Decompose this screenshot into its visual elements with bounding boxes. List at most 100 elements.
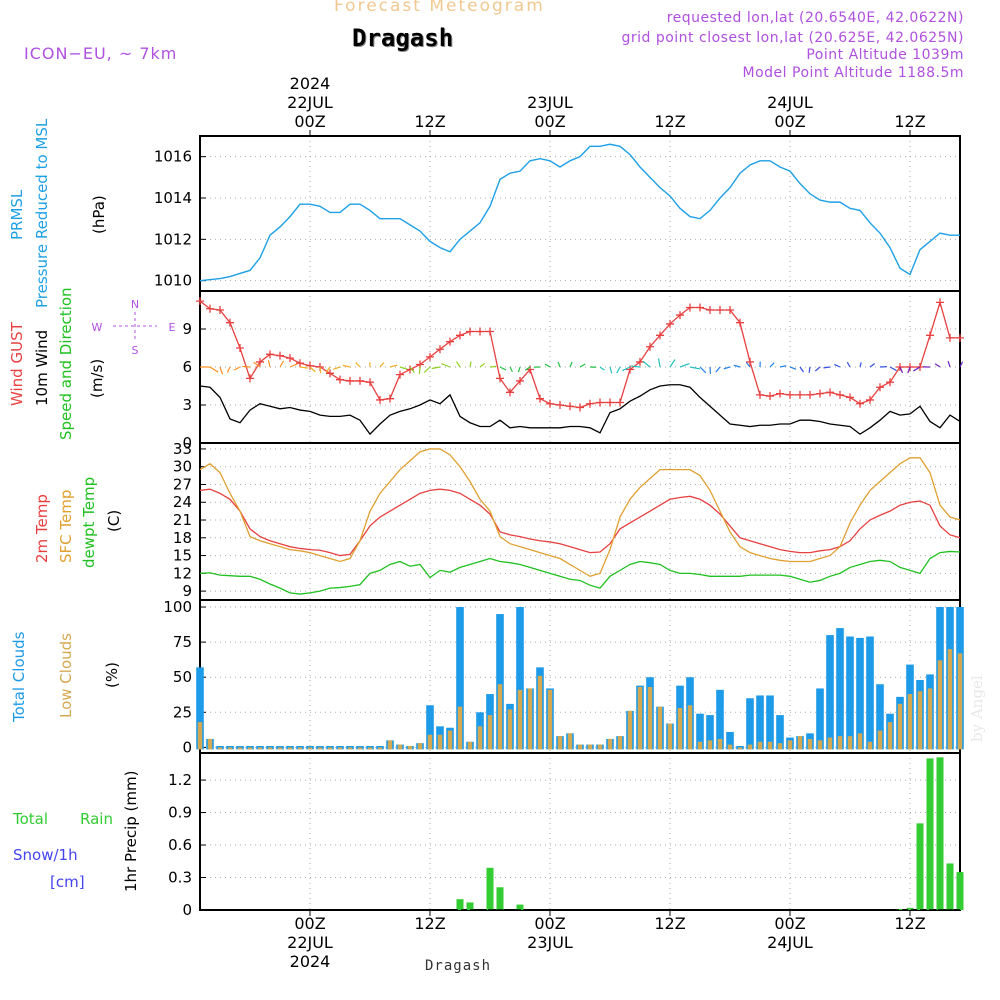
time-label-top: 23JUL: [527, 93, 573, 112]
precip-bar: [946, 863, 954, 910]
wind-direction-arrow: [715, 366, 721, 373]
rain-label: Rain: [80, 810, 113, 828]
wind-direction-arrow: [823, 366, 831, 369]
gust-marker: [546, 399, 554, 408]
gust-marker: [536, 394, 544, 403]
wind-direction-arrow: [814, 366, 821, 372]
total-cloud-bar: [826, 635, 834, 750]
wind-direction-arrow: [569, 361, 573, 368]
gust-marker: [476, 327, 484, 336]
low-cloud-bar: [507, 709, 513, 750]
precip-bar: [956, 872, 964, 910]
gust-marker: [586, 399, 594, 408]
time-label-bottom: 12Z: [894, 914, 925, 933]
gust-marker: [756, 390, 764, 399]
low-cloud-bar: [387, 740, 393, 750]
wind-direction-arrow: [799, 366, 804, 373]
gust-marker: [726, 306, 734, 314]
gust-marker: [646, 342, 654, 351]
y-tick-label: 15: [173, 547, 192, 565]
low-cloud-bar: [867, 741, 873, 750]
wind-direction-arrow: [808, 366, 811, 373]
time-label-bottom: 12Z: [654, 914, 685, 933]
wind-direction-arrow: [834, 363, 841, 368]
gust-marker: [596, 398, 604, 407]
compass-west: W: [92, 321, 103, 334]
snow-label: Snow/1h: [13, 846, 78, 864]
wind-direction-arrow: [333, 366, 341, 370]
low-cloud-bar: [267, 747, 273, 750]
wind-direction-arrow: [889, 366, 897, 372]
wind-direction-arrow: [226, 366, 231, 373]
total-cloud-bar: [846, 636, 854, 750]
gust-marker: [296, 359, 304, 368]
gust-marker: [336, 375, 344, 384]
gust-marker: [686, 303, 694, 312]
gust-marker: [656, 331, 664, 340]
gust-marker: [946, 333, 954, 342]
model-label: ICON−EU, ~ 7km: [24, 44, 178, 63]
low-cloud-bar: [887, 722, 893, 750]
gust-marker: [666, 319, 674, 328]
gust-marker: [256, 357, 264, 366]
wind-label: 10m Wind: [33, 329, 51, 406]
low-cloud-bar: [197, 722, 203, 750]
gust-marker: [716, 306, 724, 314]
wind-unit-label: (m/s): [88, 358, 106, 398]
low-cloud-bar: [777, 743, 783, 750]
precip-bar: [496, 887, 504, 910]
wind-direction-arrow: [869, 363, 876, 368]
clouds-unit-label: (%): [103, 662, 121, 688]
y-tick-label: 1014: [154, 189, 192, 207]
wind-direction-arrow: [907, 366, 911, 374]
wind-direction-arrow: [342, 364, 351, 368]
y-tick-label: 75: [173, 633, 192, 651]
y-tick-label: 0: [182, 901, 192, 919]
low-cloud-bar: [617, 736, 623, 750]
precip-bar: [466, 902, 474, 910]
wind-direction-arrow: [279, 360, 285, 368]
y-tick-label: 12: [173, 564, 192, 582]
gust-marker: [876, 383, 884, 392]
gust-marker: [556, 401, 564, 409]
low-cloud-bar: [307, 747, 313, 750]
temp-unit-label: (C): [105, 509, 123, 532]
footer-location: Dragash: [425, 958, 492, 974]
total-cloud-bar: [706, 715, 714, 750]
wind-direction-arrow: [934, 363, 941, 368]
total-cloud-bar: [816, 688, 824, 750]
low-cloud-bar: [677, 708, 683, 750]
gust-marker: [796, 390, 804, 399]
low-cloud-bar: [527, 688, 533, 750]
gust-marker: [426, 352, 434, 361]
gust-marker: [616, 398, 624, 407]
low-cloud-bar: [577, 744, 583, 750]
compass-south: S: [132, 344, 139, 357]
pressure-unit-label: (hPa): [90, 195, 108, 234]
panel-frame: [199, 135, 961, 292]
wind-direction-arrow: [524, 366, 531, 371]
total-cloud-bar: [196, 667, 204, 750]
wind-direction-arrow: [616, 366, 621, 374]
gust-marker: [506, 388, 514, 397]
low-cloud-bar: [747, 744, 753, 750]
gust-marker: [396, 370, 404, 379]
low-cloud-bar: [957, 653, 963, 750]
precip-bar: [926, 758, 934, 910]
low-cloud-bar: [487, 715, 493, 750]
gust-marker: [676, 311, 684, 320]
gust-marker: [866, 395, 874, 404]
low-cloud-bar: [637, 687, 643, 750]
low-cloud-bar: [917, 691, 923, 750]
temp2m-label: 2m Temp: [33, 494, 51, 563]
gust-marker: [706, 306, 714, 314]
gust-marker: [626, 365, 634, 374]
gust-marker: [366, 378, 374, 387]
gust-marker: [776, 389, 784, 398]
y-tick-label: 1012: [154, 230, 192, 248]
wind-direction-arrow: [679, 362, 690, 368]
low-cloud-bar: [907, 694, 913, 750]
total-cloud-bar: [456, 607, 464, 750]
compass-north: N: [131, 298, 139, 311]
